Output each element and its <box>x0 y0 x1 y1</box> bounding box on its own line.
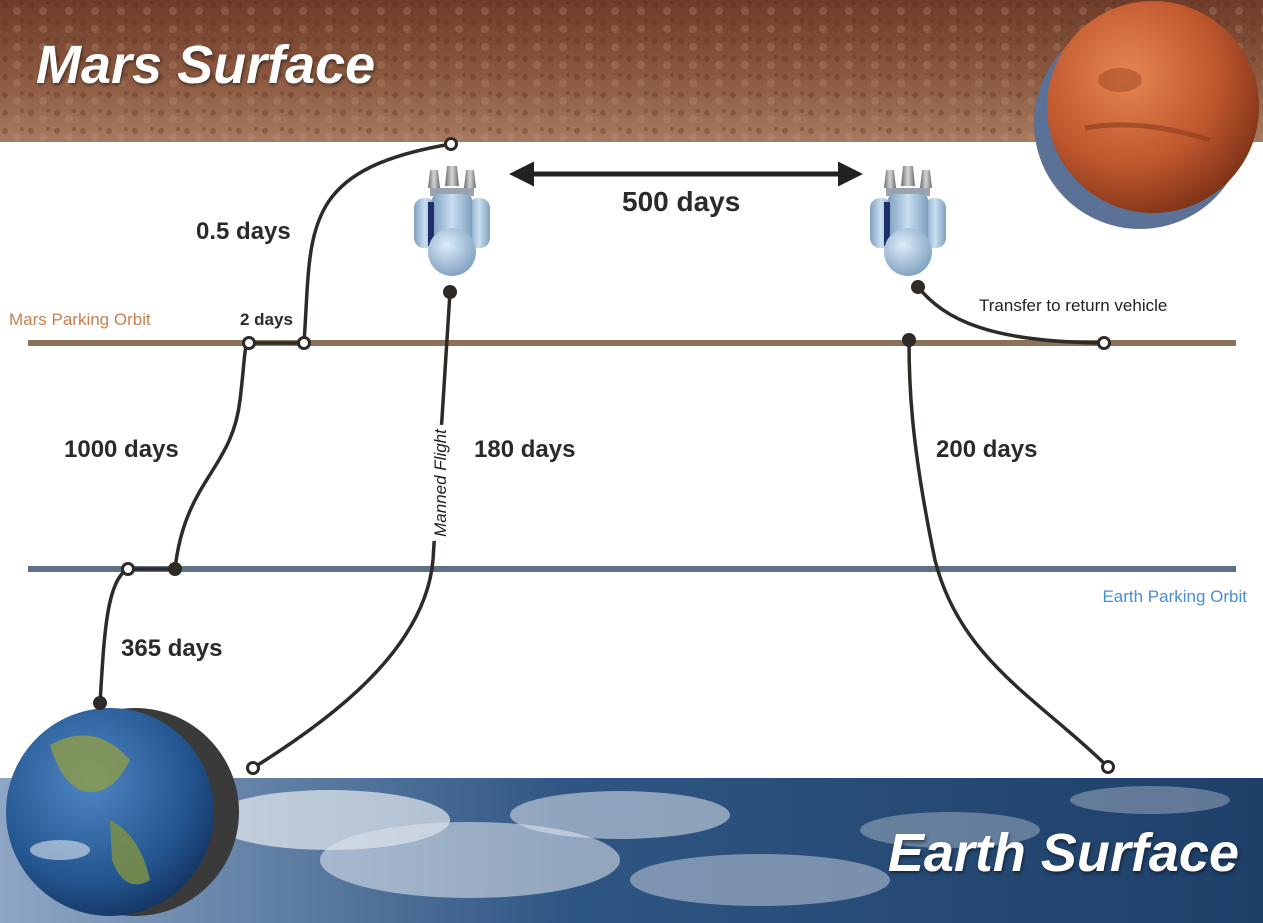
mars-surface-title: Mars Surface <box>36 35 376 95</box>
node-earth-orbit-arrival <box>121 562 135 576</box>
descent-path <box>302 142 453 345</box>
return-path <box>907 338 1110 769</box>
node-return-vehicle <box>1097 336 1111 350</box>
earth-to-orbit-path <box>98 567 130 705</box>
manned-flight-path <box>251 290 452 770</box>
outbound-duration-label: 180 days <box>474 436 576 463</box>
earth-clouds <box>210 786 1230 906</box>
node-transfer-start <box>911 280 925 294</box>
transfer-path <box>916 285 1106 345</box>
manned-flight-label: Manned Flight <box>429 425 453 541</box>
cargo-transit-path <box>173 341 251 571</box>
orbit-transfer-duration-label: 2 days <box>240 310 293 329</box>
earth-orbit-label: Earth Parking Orbit <box>1102 587 1247 606</box>
node-earth-return <box>1101 760 1115 774</box>
spacecraft-right-icon <box>870 166 946 276</box>
mars-planet <box>1034 1 1259 229</box>
node-mars-orbit-departure <box>297 336 311 350</box>
earth-surface-title: Earth Surface <box>887 823 1239 883</box>
node-earth-surface <box>93 696 107 710</box>
return-duration-label: 200 days <box>936 436 1038 463</box>
node-mars-orbit-arrival <box>242 336 256 350</box>
earth-to-orbit-duration-label: 365 days <box>121 635 223 662</box>
node-manned-arrival <box>443 285 457 299</box>
mars-orbit-label: Mars Parking Orbit <box>9 310 151 329</box>
node-earth-orbit-departure <box>168 562 182 576</box>
spacecraft-left-icon <box>414 166 490 276</box>
node-earth-launch <box>246 761 260 775</box>
transfer-label: Transfer to return vehicle <box>979 296 1168 315</box>
descent-duration-label: 0.5 days <box>196 218 291 245</box>
cargo-transit-duration-label: 1000 days <box>64 436 179 463</box>
stay-duration-label: 500 days <box>622 186 741 217</box>
node-return-departure <box>902 333 916 347</box>
node-mars-landing <box>444 137 458 151</box>
earth-planet <box>6 708 239 916</box>
